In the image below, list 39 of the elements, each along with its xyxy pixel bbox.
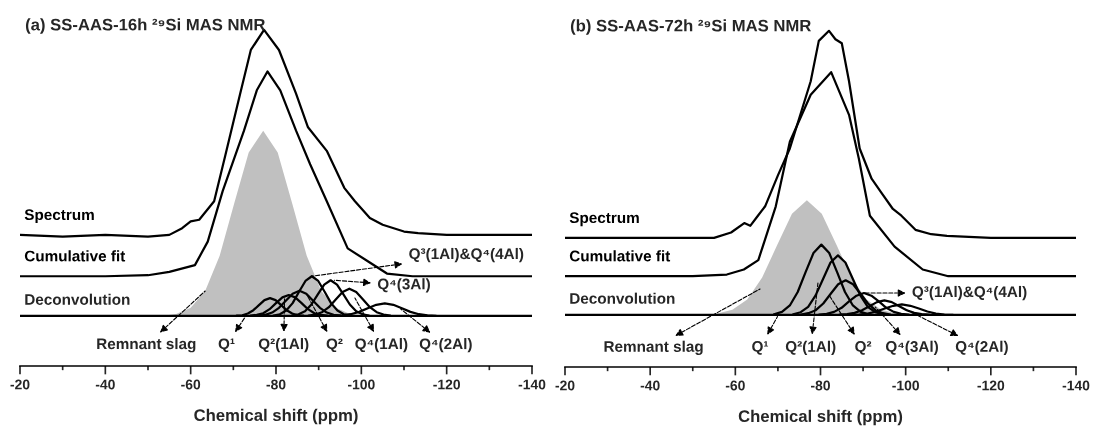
x-tick-label: -140	[1062, 380, 1090, 391]
x-tick-label: -60	[181, 379, 201, 390]
chart-title: (b) SS-AAS-72h ²⁹Si MAS NMR	[570, 19, 812, 35]
x-axis-title: Chemical shift (ppm)	[194, 408, 358, 425]
series-label: Cumulative fit	[569, 250, 671, 262]
annotation: Q¹	[752, 341, 769, 355]
annotation: Q⁴(3Al)	[377, 278, 430, 293]
x-tick-label: -120	[433, 379, 460, 390]
x-tick-label: -20	[10, 379, 30, 390]
x-tick-label: -100	[347, 379, 375, 390]
annotation: Q³(1Al)&Q⁴(4Al)	[409, 247, 524, 263]
series-label: Spectrum	[24, 209, 94, 224]
chart-title: (a) SS-AAS-16h ²⁹Si MAS NMR	[25, 18, 266, 34]
x-tick-label: -140	[518, 379, 546, 390]
annotation: Q²	[326, 338, 343, 353]
x-tick-label: -80	[811, 380, 830, 391]
x-tick-label: -60	[725, 380, 745, 391]
ref-line-label: Deconvolution	[25, 293, 130, 305]
series-label: Spectrum	[569, 212, 639, 227]
annotation: Q²(1Al)	[258, 338, 309, 353]
annotation: Q¹	[218, 338, 235, 353]
x-tick-label: -40	[95, 379, 115, 390]
x-tick-label: -100	[892, 380, 919, 391]
annotation: Remnant slag	[604, 340, 703, 355]
annotation: Q²	[855, 341, 872, 355]
annotation: Q⁴(2Al)	[419, 338, 472, 353]
x-tick-label: -120	[977, 380, 1005, 391]
x-tick-label: -20	[555, 380, 575, 391]
annotation: Q⁴(3Al)	[885, 340, 938, 355]
annotation: Q²(1Al)	[785, 340, 836, 355]
ref-line-label: Deconvolution	[570, 292, 675, 304]
annotation: Q³(1Al)&Q⁴(4Al)	[912, 285, 1027, 301]
annotation: Remnant slag	[97, 338, 196, 353]
x-axis-title: Chemical shift (ppm)	[738, 409, 903, 426]
annotation: Q⁴(1Al)	[355, 338, 408, 353]
x-tick-label: -80	[266, 379, 286, 390]
annotation: Q⁴(2Al)	[955, 340, 1008, 355]
series-label: Cumulative fit	[24, 250, 126, 262]
x-tick-label: -40	[640, 380, 660, 391]
